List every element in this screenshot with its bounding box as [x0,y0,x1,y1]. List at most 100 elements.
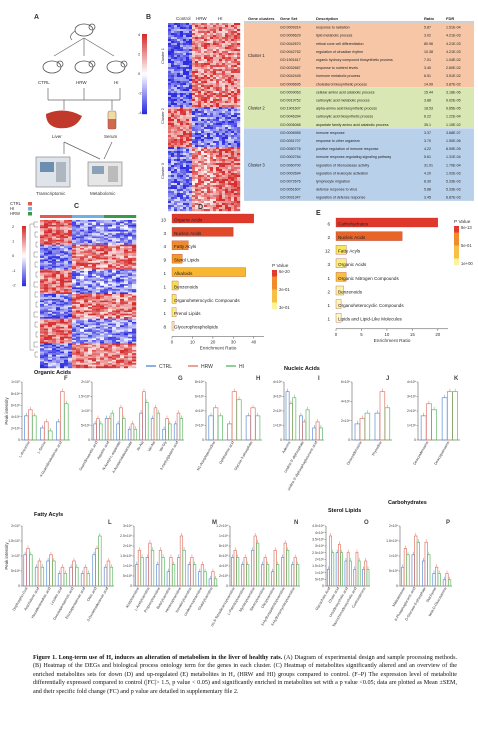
heatmap-b-cell [213,197,217,200]
heatmap-b-cell [198,199,202,202]
heatmap-c-cell [116,353,121,356]
heatmap-c-cell [52,229,57,232]
heatmap-b-cell [171,67,175,70]
heatmap-b-cell [201,145,205,148]
legend-gradient-step [272,307,277,310]
heatmap-c-cell [60,366,65,369]
heatmap-c-cell [112,341,117,344]
heatmap-b-cell [207,151,211,154]
heatmap-c-cell [64,241,69,244]
heatmap-c-cell [128,270,133,273]
heatmap-b-cell [207,169,211,172]
heatmap-b-cell [174,89,178,92]
heatmap-b-cell [195,113,199,116]
heatmap-c-cell [112,279,117,282]
heatmap-c-cell [48,277,53,280]
heatmap-b-cell [183,147,187,150]
heatmap-c-cell [68,231,73,234]
heatmap-c-cell [56,220,61,222]
heatmap-b-cell [168,41,172,44]
heatmap-c-cell [76,344,81,347]
heatmap-b-cell [174,177,178,180]
heatmap-c-cell [44,284,49,286]
heatmap-c-cell [100,348,105,351]
heatmap-c-cell [100,275,105,278]
heatmap-c-cell [100,264,105,267]
heatmap-c-cell [92,326,97,329]
heatmap-b-cell [213,69,217,72]
heatmap-c-cell [72,317,77,319]
heatmap-b-cell [177,61,181,64]
heatmap-c-cell [44,341,49,344]
heatmap-b-cell [216,39,220,42]
heatmap-c-cell [96,294,101,296]
heatmap-c-cell [112,305,117,308]
heatmap-b-cell [168,113,172,116]
heatmap-b-cell [198,77,202,80]
go-table-cluster-name: Cluster 3 [248,162,265,167]
heatmap-b-cell [171,147,175,150]
heatmap-c-cell [48,315,53,318]
heatmap-b-cell [216,63,220,66]
heatmap-c-cell [132,313,137,316]
heatmap-b-cell [219,119,223,122]
category-label: Ophthalmic acid [219,441,235,465]
heatmap-c-cell [108,318,113,321]
heatmap-c-cell [116,272,121,275]
heatmap-b-cell [189,39,193,42]
heatmap-c-cell [56,307,61,309]
heatmap-c-cell [40,321,45,324]
heatmap-c-tree-branch [35,271,38,278]
heatmap-b-cell [204,77,208,80]
heatmap-b-cell [234,199,238,202]
heatmap-b-cell [231,157,235,160]
heatmap-b-cell [216,47,220,50]
heatmap-b-cell [174,119,178,122]
heatmap-b-cell [186,97,190,100]
heatmap-c-cell [48,346,53,349]
heatmap-b-cell [186,73,190,76]
heatmap-b-col-hi: HI [218,16,223,21]
heatmap-c-cell [112,325,117,328]
heatmap-b-cell [189,105,193,108]
heatmap-c-cell [56,233,61,235]
heatmap-b-cell [222,187,226,190]
go-table-cluster-name: Cluster 1 [248,53,265,58]
heatmap-b-cell [186,195,190,198]
heatmap-c-cell [84,363,89,365]
heatmap-c-cell [104,239,109,242]
heatmap-b-cell [192,137,196,140]
category-label: Guanidinoacetic acid [78,441,98,472]
heatmap-b-cell [201,105,205,108]
heatmap-c-cell [112,300,117,303]
heatmap-c-cell [104,323,109,326]
heatmap-b-cell [168,99,172,102]
heatmap-c-cell [88,261,93,263]
heatmap-c-cell [48,220,53,222]
heatmap-b-cell [222,27,226,30]
heatmap-c-cell [64,358,69,360]
heatmap-c-cell [88,236,93,239]
heatmap-c-cell [48,353,53,356]
heatmap-c-cell [48,257,53,260]
heatmap-b-cell [183,23,187,26]
heatmap-b-cell [228,157,232,160]
heatmap-b-cell [186,79,190,82]
heatmap-c-cell [100,277,105,280]
heatmap-c-cell [68,354,73,357]
heatmap-b-cell [225,85,229,88]
heatmap-b-cell [192,161,196,164]
heatmap-b-cell [180,87,184,90]
heatmap-c-group-bar [124,215,129,218]
heatmap-b-scale-step [142,94,147,97]
heatmap-c-cell [64,346,69,349]
heatmap-b-cell [234,25,238,28]
heatmap-b-cell [231,115,235,118]
heatmap-b-cell [207,153,211,156]
heatmap-b-cell [186,141,190,144]
heatmap-b-cell [207,45,211,48]
heatmap-c-cell [120,224,125,227]
heatmap-b-cell [216,143,220,146]
heatmap-c-cell [64,297,69,300]
heatmap-c-cell [72,308,77,311]
